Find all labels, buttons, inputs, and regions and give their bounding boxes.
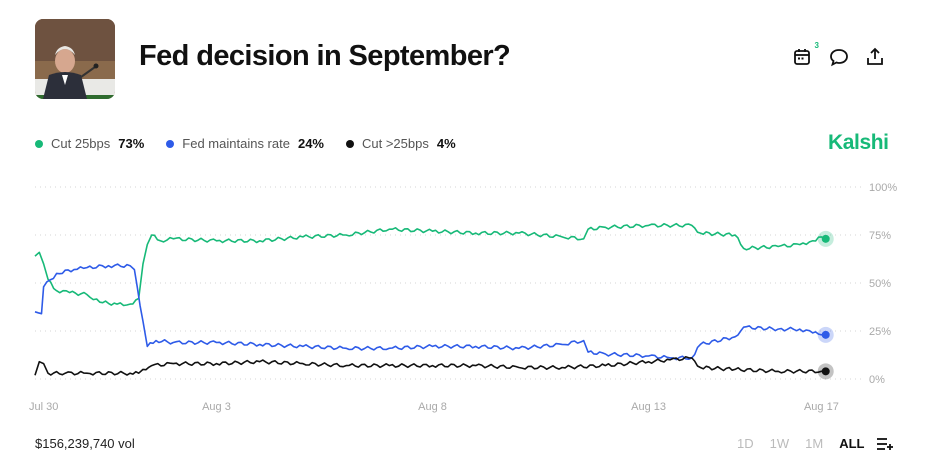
legend-label: Cut 25bps — [51, 136, 111, 151]
x-tick-label: Aug 17 — [804, 401, 839, 413]
series-line — [34, 263, 826, 361]
legend-dot — [166, 139, 175, 148]
header-actions: 3 — [792, 41, 886, 68]
volume-label: $156,239,740 vol — [35, 436, 135, 451]
legend-dot — [346, 139, 354, 148]
series-line — [34, 355, 826, 376]
y-tick-label: 0% — [869, 374, 885, 386]
legend-label: Cut >25bps — [362, 136, 429, 151]
x-tick-label: Aug 8 — [418, 401, 447, 413]
legend-value: 73% — [118, 136, 145, 151]
legend-item-cut-25bps: Cut 25bps 73% — [35, 136, 144, 151]
market-thumbnail — [35, 19, 115, 99]
series-end-dot — [821, 234, 830, 243]
range-1d-button[interactable]: 1D — [737, 436, 754, 451]
x-tick-label: Aug 13 — [631, 401, 666, 413]
legend-item-fed-maintains: Fed maintains rate 24% — [166, 136, 324, 151]
range-1m-button[interactable]: 1M — [805, 436, 824, 451]
series-end-dot — [821, 330, 830, 339]
y-tick-label: 50% — [869, 278, 891, 290]
kalshi-logo: Kalshi — [828, 131, 889, 154]
y-tick-label: 25% — [869, 326, 891, 338]
legend-value: 24% — [297, 136, 324, 151]
page-title: Fed decision in September? — [139, 40, 511, 72]
legend-dot — [35, 139, 43, 148]
chart-legend: Cut 25bps 73% Fed maintains rate 24% Cut… — [35, 136, 456, 151]
legend-value: 4% — [436, 136, 456, 151]
comment-icon[interactable] — [828, 46, 850, 68]
range-selector: 1D 1W 1M ALL — [737, 436, 864, 451]
legend-item-cut-gt-25bps: Cut >25bps 4% — [346, 136, 456, 151]
calendar-badge: 3 — [814, 41, 819, 50]
y-tick-label: 100% — [869, 182, 897, 194]
legend-label: Fed maintains rate — [182, 136, 290, 151]
x-tick-label: Aug 3 — [202, 401, 231, 413]
range-all-button[interactable]: ALL — [839, 436, 865, 451]
series-line — [34, 222, 827, 307]
series-end-dot — [821, 367, 830, 376]
y-tick-label: 75% — [869, 230, 891, 242]
x-tick-label: Jul 30 — [29, 401, 58, 413]
share-icon[interactable] — [864, 46, 886, 68]
range-1w-button[interactable]: 1W — [769, 436, 790, 451]
calendar-icon[interactable]: 3 — [792, 41, 819, 68]
series-menu-icon[interactable] — [876, 437, 894, 451]
